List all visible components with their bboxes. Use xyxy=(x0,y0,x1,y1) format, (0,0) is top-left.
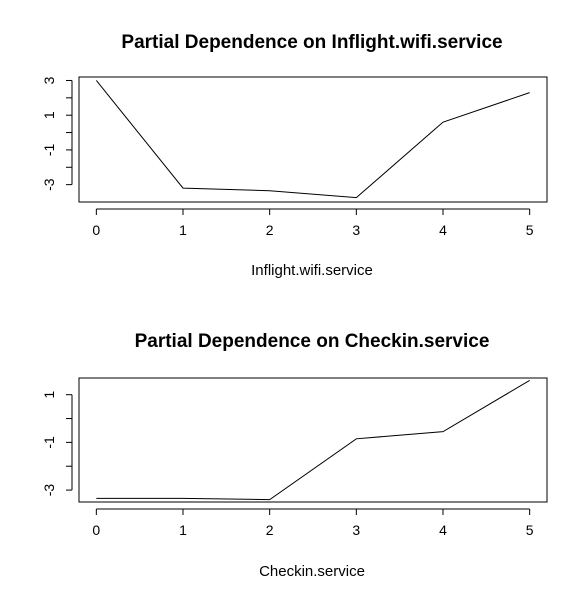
x-tick-label: 3 xyxy=(352,522,360,538)
plot-box xyxy=(78,76,548,203)
y-tick-label: 3 xyxy=(41,76,57,84)
x-axis-label: Inflight.wifi.service xyxy=(251,262,373,279)
series-line xyxy=(95,80,530,199)
x-tick-label: 2 xyxy=(266,522,274,538)
x-axis-label: Checkin.service xyxy=(259,563,365,580)
x-tick-label: 5 xyxy=(526,222,534,238)
x-tick-label: 2 xyxy=(266,222,274,238)
y-tick-label: -1 xyxy=(41,436,57,449)
x-tick-label: 1 xyxy=(179,222,187,238)
x-tick-label: 4 xyxy=(439,522,447,538)
plot-box xyxy=(78,377,548,503)
series-line xyxy=(96,379,530,501)
x-tick-label: 0 xyxy=(92,522,100,538)
x-tick-label: 5 xyxy=(526,522,534,538)
chart-title: Partial Dependence on Inflight.wifi.serv… xyxy=(121,32,502,53)
y-tick-label: -1 xyxy=(41,143,57,156)
y-tick-label: 1 xyxy=(41,391,57,399)
chart-panel-inflight-wifi: Partial Dependence on Inflight.wifi.serv… xyxy=(41,32,548,279)
x-tick-label: 1 xyxy=(179,522,187,538)
y-tick-label: 1 xyxy=(41,111,57,119)
y-tick-label: -3 xyxy=(41,178,57,191)
chart-title: Partial Dependence on Checkin.service xyxy=(135,331,490,352)
y-tick-label: -3 xyxy=(41,484,57,497)
chart-panel-checkin: Partial Dependence on Checkin.service Ch… xyxy=(41,331,548,580)
x-tick-label: 0 xyxy=(92,222,100,238)
x-tick-label: 4 xyxy=(439,222,447,238)
x-tick-label: 3 xyxy=(352,222,360,238)
